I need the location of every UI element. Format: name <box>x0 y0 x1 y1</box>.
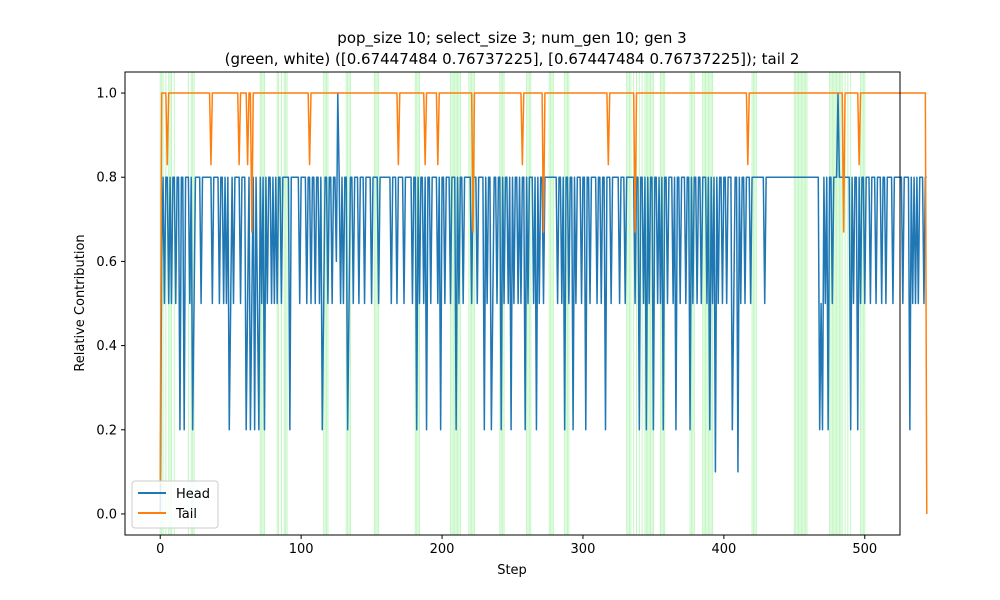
shaded-span <box>472 72 474 535</box>
shaded-span <box>376 72 378 535</box>
shaded-span <box>459 72 461 535</box>
shaded-span <box>452 72 454 535</box>
shaded-span <box>840 72 842 535</box>
shaded-span <box>326 72 327 535</box>
y-tick-label: 0.6 <box>96 255 117 270</box>
shaded-span <box>798 72 800 535</box>
chart-title-line1: pop_size 10; select_size 3; num_gen 10; … <box>337 29 686 48</box>
series-lines <box>159 92 928 514</box>
shaded-span <box>862 72 864 535</box>
x-tick-label: 500 <box>852 542 877 557</box>
shaded-span <box>548 72 550 535</box>
shaded-span <box>551 72 553 535</box>
shaded-span <box>802 72 804 535</box>
shaded-span <box>375 72 377 535</box>
shaded-span <box>861 72 863 535</box>
shaded-span <box>800 72 802 535</box>
shaded-span <box>286 72 288 535</box>
shaded-span <box>633 72 635 535</box>
shaded-span <box>836 72 838 535</box>
shaded-span <box>838 72 840 535</box>
y-tick-label: 0.4 <box>96 339 117 354</box>
shaded-span <box>755 72 757 535</box>
shaded-span <box>469 72 471 535</box>
shaded-span <box>796 72 798 535</box>
y-tick-label: 1.0 <box>96 87 117 102</box>
shaded-span <box>169 72 171 535</box>
shaded-span <box>752 72 754 535</box>
y-tick-label: 0.8 <box>96 171 117 186</box>
shaded-span <box>566 72 568 535</box>
shaded-span <box>165 72 167 535</box>
x-tick-label: 200 <box>430 542 455 557</box>
series-line-tail <box>159 92 928 514</box>
shaded-span <box>705 72 707 535</box>
chart-title-line2: (green, white) ([0.67447484 0.76737225],… <box>225 50 800 68</box>
shaded-span <box>173 72 175 535</box>
shaded-span <box>627 72 629 535</box>
shaded-span <box>799 72 801 535</box>
shaded-span <box>795 72 797 535</box>
shaded-span <box>373 72 375 535</box>
shaded-span <box>473 72 475 535</box>
shaded-span <box>847 72 849 535</box>
x-tick-label: 100 <box>289 542 314 557</box>
shaded-span <box>349 72 351 535</box>
y-axis-label: Relative Contribution <box>73 234 88 371</box>
shaded-span <box>702 72 704 535</box>
shaded-span <box>283 72 285 535</box>
shaded-span <box>754 72 756 535</box>
legend-tail-label: Tail <box>175 507 197 522</box>
shaded-span <box>834 72 836 535</box>
shaded-span <box>793 72 795 535</box>
shaded-span <box>628 72 630 535</box>
shaded-span <box>451 72 453 535</box>
shaded-span <box>528 72 530 535</box>
shaded-span <box>833 72 835 535</box>
x-tick-label: 400 <box>711 542 736 557</box>
x-axis-ticks: 0 100 200 300 400 500 <box>156 535 877 557</box>
legend: Head Tail <box>131 480 219 529</box>
y-axis-ticks: 0.0 0.2 0.4 0.6 0.8 1.0 <box>96 87 125 522</box>
shaded-span <box>626 72 628 535</box>
shaded-span <box>187 72 189 535</box>
shaded-span <box>630 72 632 535</box>
shaded-span <box>162 72 164 535</box>
series-line-head <box>159 92 927 514</box>
shaded-span <box>806 72 808 535</box>
shaded-span <box>636 72 637 535</box>
y-tick-label: 0.2 <box>96 423 117 438</box>
shaded-span <box>703 72 705 535</box>
shaded-span <box>468 72 470 535</box>
x-axis-label: Step <box>497 563 527 578</box>
x-tick-label: 0 <box>156 542 164 557</box>
shaded-span <box>278 72 280 535</box>
shaded-span <box>837 72 839 535</box>
y-tick-label: 0.0 <box>96 507 117 522</box>
plot-frame <box>124 71 901 536</box>
shaded-span <box>693 72 695 535</box>
shaded-span <box>841 72 843 535</box>
shaded-span <box>805 72 807 535</box>
shaded-span <box>324 72 326 535</box>
shaded-span <box>751 72 753 535</box>
shaded-span <box>285 72 287 535</box>
legend-head-label: Head <box>176 487 210 502</box>
shaded-span <box>550 72 552 535</box>
shaded-span <box>650 72 652 535</box>
shaded-span <box>530 72 532 535</box>
x-tick-label: 300 <box>571 542 596 557</box>
shaded-span <box>844 72 846 535</box>
shaded-span <box>552 72 554 535</box>
shaded-span <box>803 72 805 535</box>
shaded-span <box>641 72 643 535</box>
shaded-span <box>830 72 832 535</box>
